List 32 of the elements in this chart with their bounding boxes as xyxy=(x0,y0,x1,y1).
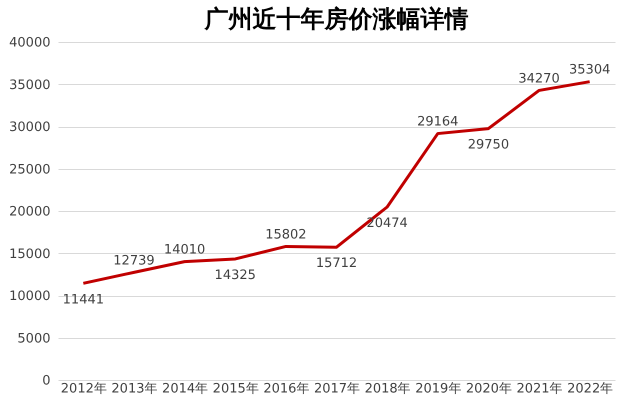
y-tick-label: 0 xyxy=(42,374,50,388)
x-tick-label: 2012年 xyxy=(60,382,107,396)
x-tick-label: 2019年 xyxy=(415,382,462,396)
x-tick-label: 2015年 xyxy=(212,382,259,396)
y-tick-label: 5000 xyxy=(17,331,50,346)
chart-title: 广州近十年房价涨幅详情 xyxy=(204,5,468,33)
x-tick-label: 2022年 xyxy=(567,382,614,396)
x-tick-label: 2018年 xyxy=(364,382,411,396)
y-tick-label: 20000 xyxy=(9,204,50,220)
data-label: 29164 xyxy=(417,114,458,130)
x-tick-label: 2014年 xyxy=(162,382,208,396)
x-tick-label: 2013年 xyxy=(111,382,158,396)
y-tick-label: 40000 xyxy=(9,36,50,50)
data-label: 15802 xyxy=(265,227,307,242)
x-tick-label: 2020年 xyxy=(466,382,512,396)
data-label: 35304 xyxy=(569,62,610,78)
data-label: 14325 xyxy=(214,268,256,283)
data-label: 34270 xyxy=(518,71,560,86)
x-tick-label: 2021年 xyxy=(516,382,563,396)
data-label: 12739 xyxy=(113,253,155,268)
data-label: 14010 xyxy=(164,242,206,258)
data-label: 15712 xyxy=(316,256,358,272)
x-tick-label: 2016年 xyxy=(263,382,310,396)
y-tick-label: 30000 xyxy=(9,120,50,135)
y-tick-label: 25000 xyxy=(9,162,50,178)
data-label: 29750 xyxy=(468,138,510,153)
y-tick-label: 10000 xyxy=(9,289,50,304)
data-label: 11441 xyxy=(62,292,104,308)
y-tick-label: 35000 xyxy=(9,78,50,93)
data-label: 20474 xyxy=(366,216,408,231)
y-tick-label: 15000 xyxy=(9,246,50,262)
x-tick-label: 2017年 xyxy=(314,382,360,396)
